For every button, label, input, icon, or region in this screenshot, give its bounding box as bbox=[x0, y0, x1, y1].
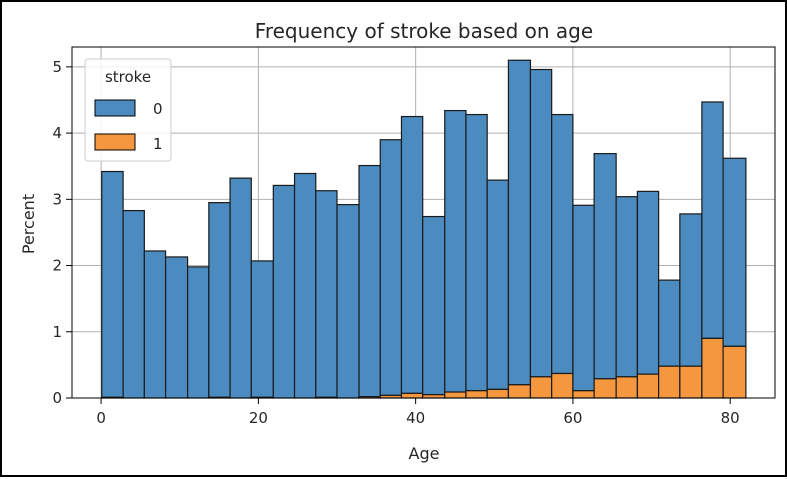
bar-stroke-0 bbox=[400, 115, 424, 394]
bar-stroke-0 bbox=[229, 177, 252, 399]
bar-stroke-0 bbox=[701, 101, 724, 339]
bar-stroke-0 bbox=[293, 172, 317, 399]
bar-stroke-0 bbox=[379, 139, 403, 396]
x-axis-label: Age bbox=[409, 444, 440, 463]
bar-stroke-1 bbox=[658, 365, 681, 399]
bar-stroke-0 bbox=[722, 157, 747, 347]
x-tick-label: 80 bbox=[721, 409, 740, 427]
bar-stroke-0 bbox=[250, 260, 274, 398]
y-tick-label: 0 bbox=[52, 389, 62, 407]
bar-stroke-0 bbox=[507, 59, 532, 386]
bar-stroke-0 bbox=[658, 279, 681, 367]
bar-stroke-0 bbox=[529, 68, 553, 378]
bar-stroke-0 bbox=[444, 109, 467, 393]
chart-title: Frequency of stroke based on age bbox=[255, 19, 593, 43]
legend-title: stroke bbox=[105, 68, 151, 86]
bar-stroke-1 bbox=[551, 372, 574, 399]
bar-stroke-0 bbox=[358, 164, 381, 398]
x-tick-label: 20 bbox=[249, 409, 268, 427]
bar-stroke-0 bbox=[572, 204, 595, 392]
legend: stroke 0 1 bbox=[84, 58, 172, 162]
bar-stroke-0 bbox=[679, 213, 703, 367]
bar-stroke-0 bbox=[208, 202, 231, 398]
bar-stroke-0 bbox=[636, 190, 660, 375]
bar-stroke-0 bbox=[186, 266, 210, 399]
y-tick-label: 1 bbox=[52, 323, 62, 341]
x-tick-label: 0 bbox=[96, 409, 106, 427]
bar-stroke-1 bbox=[444, 391, 467, 399]
bar-stroke-0 bbox=[122, 209, 145, 399]
bar-stroke-1 bbox=[722, 345, 747, 399]
bar-stroke-1 bbox=[679, 365, 703, 399]
bar-stroke-1 bbox=[572, 390, 595, 399]
bar-stroke-0 bbox=[593, 153, 617, 380]
bar-stroke-1 bbox=[593, 378, 617, 399]
bar-stroke-1 bbox=[486, 388, 510, 399]
y-tick-label: 3 bbox=[52, 190, 62, 208]
x-tick-label: 40 bbox=[406, 409, 425, 427]
x-tick-label: 60 bbox=[563, 409, 582, 427]
y-axis-ticks: 0 1 2 3 4 5 bbox=[52, 58, 72, 407]
y-tick-label: 2 bbox=[52, 257, 62, 275]
bar-stroke-1 bbox=[400, 392, 424, 399]
legend-label-0: 0 bbox=[153, 100, 163, 118]
legend-swatch-1 bbox=[94, 133, 136, 151]
bars bbox=[101, 59, 747, 399]
bar-stroke-1 bbox=[701, 337, 724, 399]
legend-label-1: 1 bbox=[153, 135, 163, 153]
y-tick-label: 4 bbox=[52, 124, 62, 142]
y-tick-label: 5 bbox=[52, 58, 62, 76]
legend-swatch-0 bbox=[94, 99, 136, 117]
bar-stroke-0 bbox=[615, 196, 638, 378]
plot-frame bbox=[71, 46, 776, 399]
bar-stroke-0 bbox=[143, 250, 167, 399]
bar-stroke-0 bbox=[422, 215, 446, 396]
bar-stroke-1 bbox=[507, 384, 532, 399]
bar-stroke-0 bbox=[272, 184, 296, 399]
bar-stroke-1 bbox=[529, 376, 553, 399]
y-axis-label: Percent bbox=[19, 194, 38, 254]
x-axis-ticks: 0 20 40 60 80 bbox=[96, 398, 740, 427]
bar-stroke-0 bbox=[465, 113, 488, 392]
bar-stroke-0 bbox=[551, 113, 574, 375]
bar-stroke-1 bbox=[615, 376, 638, 399]
bar-stroke-0 bbox=[164, 256, 189, 399]
bar-stroke-0 bbox=[101, 170, 124, 398]
bar-stroke-0 bbox=[486, 179, 510, 390]
bar-stroke-1 bbox=[636, 373, 660, 399]
bar-stroke-0 bbox=[336, 204, 360, 399]
bar-stroke-0 bbox=[315, 190, 338, 398]
bar-stroke-1 bbox=[465, 390, 488, 399]
